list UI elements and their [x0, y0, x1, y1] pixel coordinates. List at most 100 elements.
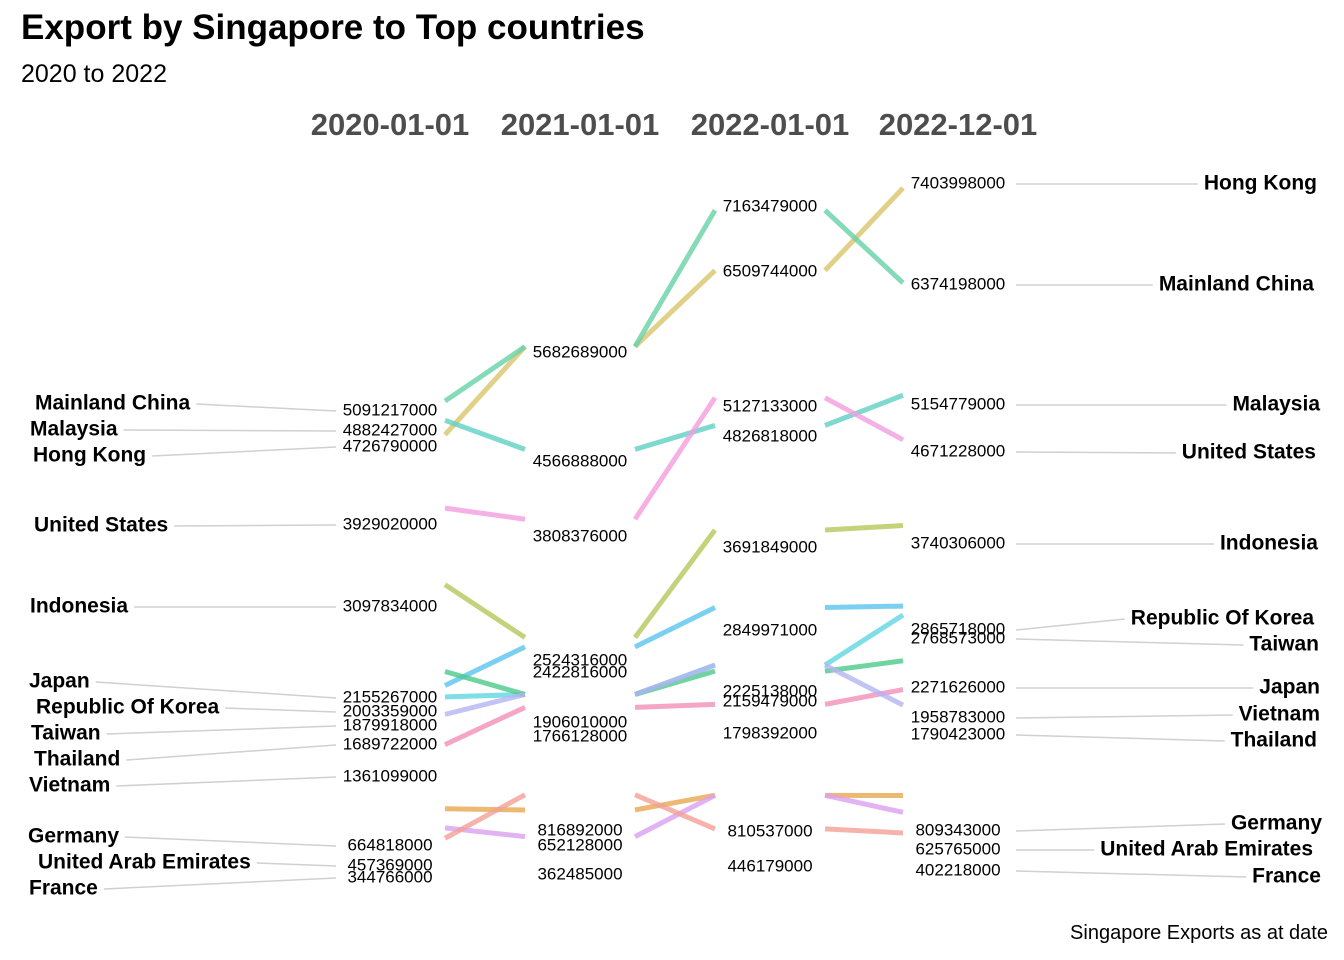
leader-lines — [95, 183, 1254, 890]
series-segment-france — [443, 792, 527, 841]
value-label-mid-1-2: 3808376000 — [533, 526, 628, 545]
series-segment-indonesia — [443, 582, 527, 640]
value-label-mid-1-0: 5682689000 — [533, 342, 628, 361]
series-lines — [443, 186, 905, 841]
country-label-right-france: France — [1252, 865, 1321, 888]
value-label-mid-2-16: 2225138000 — [723, 681, 818, 700]
leader-line-left-taiwan — [106, 725, 337, 735]
series-segment-france — [824, 826, 904, 836]
value-label-2020-taiwan: 1879918000 — [343, 715, 438, 734]
country-label-right-indonesia: Indonesia — [1220, 532, 1318, 555]
column-header-2022-01-01: 2022-01-01 — [691, 107, 850, 142]
value-label-mid-2-15: 2849971000 — [723, 620, 818, 639]
chart-title: Export by Singapore to Top countries — [21, 8, 645, 47]
leader-line-left-france — [103, 877, 337, 890]
leader-line-right-taiwan — [1015, 638, 1244, 646]
value-label-mid-2-20: 446179000 — [727, 856, 812, 875]
series-segment-united-states — [823, 395, 905, 442]
country-label-right-republic-of-korea: Republic Of Korea — [1131, 607, 1315, 630]
column-headers: 2020-01-01 2021-01-01 2022-01-01 2022-12-01 — [311, 107, 1038, 142]
country-labels: Mainland China Malaysia Hong Kong United St… — [28, 172, 1322, 900]
value-label-mid-1-8: 652128000 — [537, 835, 622, 854]
value-label-mid-2-19: 810537000 — [727, 821, 812, 840]
series-segment-indonesia — [632, 528, 718, 640]
value-label-2022-12-hong-kong: 7403998000 — [911, 173, 1006, 192]
series-segment-republic-of-korea — [824, 603, 904, 611]
value-label-mid-2-13: 4826818000 — [723, 426, 818, 445]
value-label-2020-thailand: 1689722000 — [343, 734, 438, 753]
value-label-2022-12-indonesia: 3740306000 — [911, 533, 1006, 552]
value-label-2020-malaysia: 4882427000 — [343, 420, 438, 439]
series-segment-indonesia — [824, 523, 904, 533]
column-header-2022-12-01: 2022-12-01 — [879, 107, 1038, 142]
series-segment-vietnam — [443, 705, 527, 747]
series-segment-vietnam — [634, 701, 716, 710]
country-label-right-united-states: United States — [1182, 441, 1316, 464]
series-segment-thailand — [823, 662, 905, 708]
value-label-2022-12-vietnam: 1958783000 — [911, 707, 1006, 726]
value-label-2022-12-japan: 2271626000 — [911, 677, 1006, 696]
country-label-right-malaysia: Malaysia — [1232, 393, 1320, 416]
leader-line-right-thailand — [1015, 734, 1225, 742]
value-label-mid-2-18: 1798392000 — [723, 723, 818, 742]
value-label-2020-germany: 664818000 — [347, 835, 432, 854]
series-segment-hong-kong — [633, 268, 717, 349]
leader-line-left-hong-kong — [152, 446, 337, 457]
value-label-2022-12-united-states: 4671228000 — [911, 441, 1006, 460]
value-label-2020-france: 344766000 — [347, 867, 432, 886]
series-segment-mainland-china — [823, 208, 905, 285]
value-label-2022-12-thailand: 1790423000 — [911, 724, 1006, 743]
series-segment-hong-kong — [823, 186, 905, 273]
value-label-mid-2-10: 7163479000 — [723, 196, 818, 215]
value-label-mid-2-17: 2159479000 — [723, 691, 818, 710]
country-label-left-taiwan: Taiwan — [31, 722, 101, 745]
column-header-2020-01-01: 2020-01-01 — [311, 107, 470, 142]
value-label-mid-1-3: 2524316000 — [533, 650, 628, 669]
country-label-right-japan: Japan — [1259, 676, 1320, 699]
value-label-2020-hong-kong: 4726790000 — [343, 436, 438, 455]
value-label-mid-1-7: 816892000 — [537, 820, 622, 839]
leader-line-left-germany — [125, 836, 337, 847]
country-label-right-thailand: Thailand — [1231, 729, 1317, 752]
value-label-mid-1-5: 1906010000 — [533, 712, 628, 731]
value-label-mid-1-1: 4566888000 — [533, 451, 628, 470]
series-segment-thailand — [444, 692, 526, 717]
series-segment-mainland-china — [632, 208, 718, 348]
series-segment-republic-of-korea — [633, 605, 717, 650]
country-label-left-malaysia: Malaysia — [30, 418, 118, 441]
series-segment-malaysia — [824, 392, 904, 428]
series-segment-germany — [634, 792, 716, 813]
value-label-mid-2-14: 3691849000 — [723, 537, 818, 556]
value-label-mid-1-4: 2422816000 — [533, 662, 628, 681]
series-segment-malaysia — [444, 417, 526, 452]
series-segment-united-arab-emirates — [633, 793, 717, 839]
country-label-left-hong-kong: Hong Kong — [33, 444, 146, 467]
country-label-right-taiwan: Taiwan — [1249, 633, 1319, 656]
series-segment-malaysia — [634, 423, 716, 452]
value-label-2020-indonesia: 3097834000 — [343, 596, 438, 615]
value-label-2020-mainland-china: 5091217000 — [343, 400, 438, 419]
chart-subtitle: 2020 to 2022 — [21, 60, 167, 88]
leader-line-left-republic-of-korea — [225, 707, 337, 713]
leader-line-right-united-states — [1015, 451, 1176, 454]
leader-line-left-united-arab-emirates — [256, 862, 337, 867]
country-label-left-united-states: United States — [34, 514, 168, 537]
country-label-left-republic-of-korea: Republic Of Korea — [36, 696, 220, 719]
leader-line-right-vietnam — [1015, 714, 1233, 719]
value-label-2022-12-united-arab-emirates: 625765000 — [915, 839, 1000, 858]
value-label-mid-2-11: 6509744000 — [723, 261, 818, 280]
value-label-2022-12-france: 402218000 — [915, 860, 1000, 879]
series-segment-germany — [444, 806, 526, 813]
series-segment-thailand — [634, 662, 716, 697]
country-label-left-united-arab-emirates: United Arab Emirates — [38, 851, 251, 874]
leader-line-right-republic-of-korea — [1015, 618, 1125, 631]
value-label-2022-12-taiwan: 2768573000 — [911, 628, 1006, 647]
country-label-left-japan: Japan — [29, 670, 90, 693]
value-label-2020-republic-of-korea: 2003359000 — [343, 701, 438, 720]
value-label-mid-1-9: 362485000 — [537, 864, 622, 883]
country-label-right-hong-kong: Hong Kong — [1204, 172, 1317, 195]
series-segment-taiwan — [444, 691, 526, 700]
series-segment-hong-kong — [443, 344, 527, 437]
leader-line-right-germany — [1015, 823, 1225, 832]
series-segment-france — [634, 792, 716, 832]
